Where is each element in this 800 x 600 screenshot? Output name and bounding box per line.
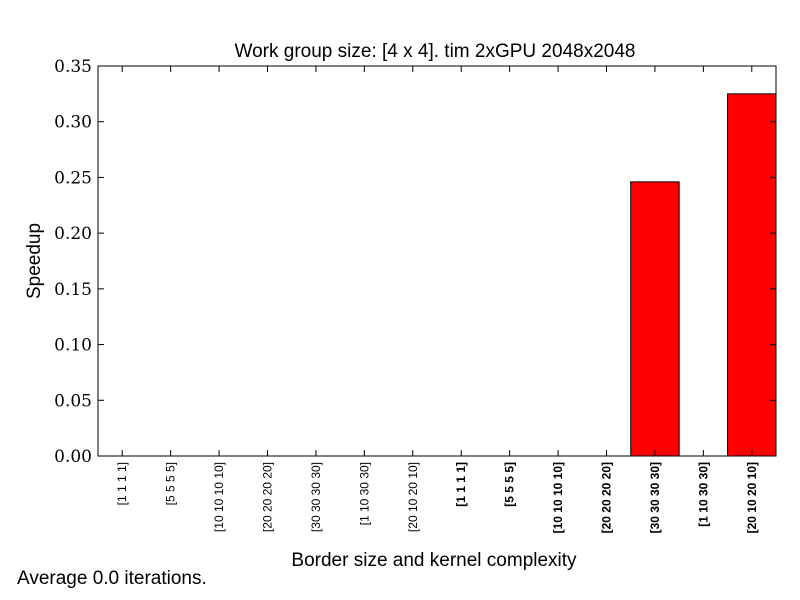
x-tick-label: [1 1 1 1]	[115, 462, 129, 505]
x-tick-label: [1 10 30 30]	[357, 462, 371, 525]
chart-title: Work group size: [4 x 4]. tim 2xGPU 2048…	[235, 41, 636, 62]
y-axis-label: Speedup	[24, 223, 45, 299]
x-tick-label: [30 30 30 30]	[648, 462, 662, 533]
y-tick-label: 0.00	[54, 447, 92, 467]
plot-frame	[97, 65, 777, 457]
x-tick-label: [1 10 30 30]	[696, 462, 710, 527]
x-tick-label: [10 10 10 10]	[212, 462, 226, 532]
y-tick-label: 0.10	[54, 336, 92, 356]
x-tick-label: [1 1 1 1]	[454, 462, 468, 507]
x-tick-label: [20 20 20 20]	[600, 462, 614, 533]
bar	[727, 93, 777, 457]
footnote: Average 0.0 iterations.	[17, 568, 207, 589]
y-tick-label: 0.20	[54, 224, 92, 244]
y-tick-label: 0.25	[54, 168, 92, 188]
x-tick-label: [20 10 20 10]	[406, 462, 420, 532]
x-tick-label: [5 5 5 5]	[503, 462, 517, 507]
y-tick-label: 0.15	[54, 280, 92, 300]
x-tick-label: [30 30 30 30]	[309, 462, 323, 532]
y-tick-label: 0.05	[54, 391, 92, 411]
x-tick-label: [5 5 5 5]	[164, 462, 178, 505]
y-tick-label: 0.30	[54, 113, 92, 133]
bars-group	[630, 93, 777, 457]
y-axis-ticks: 0.00 0.05 0.10 0.15 0.20 0.25 0.30 0.35	[54, 57, 776, 467]
x-axis-ticks: [1 1 1 1] [5 5 5 5] [10 10 10 10] [20 20 20…	[115, 66, 759, 533]
y-tick-label: 0.35	[54, 57, 92, 77]
x-tick-label: [10 10 10 10]	[551, 462, 565, 533]
bar	[630, 181, 680, 457]
x-axis-label: Border size and kernel complexity	[291, 550, 577, 571]
x-tick-label: [20 10 20 10]	[745, 462, 759, 533]
x-tick-label: [20 20 20 20]	[261, 462, 275, 532]
